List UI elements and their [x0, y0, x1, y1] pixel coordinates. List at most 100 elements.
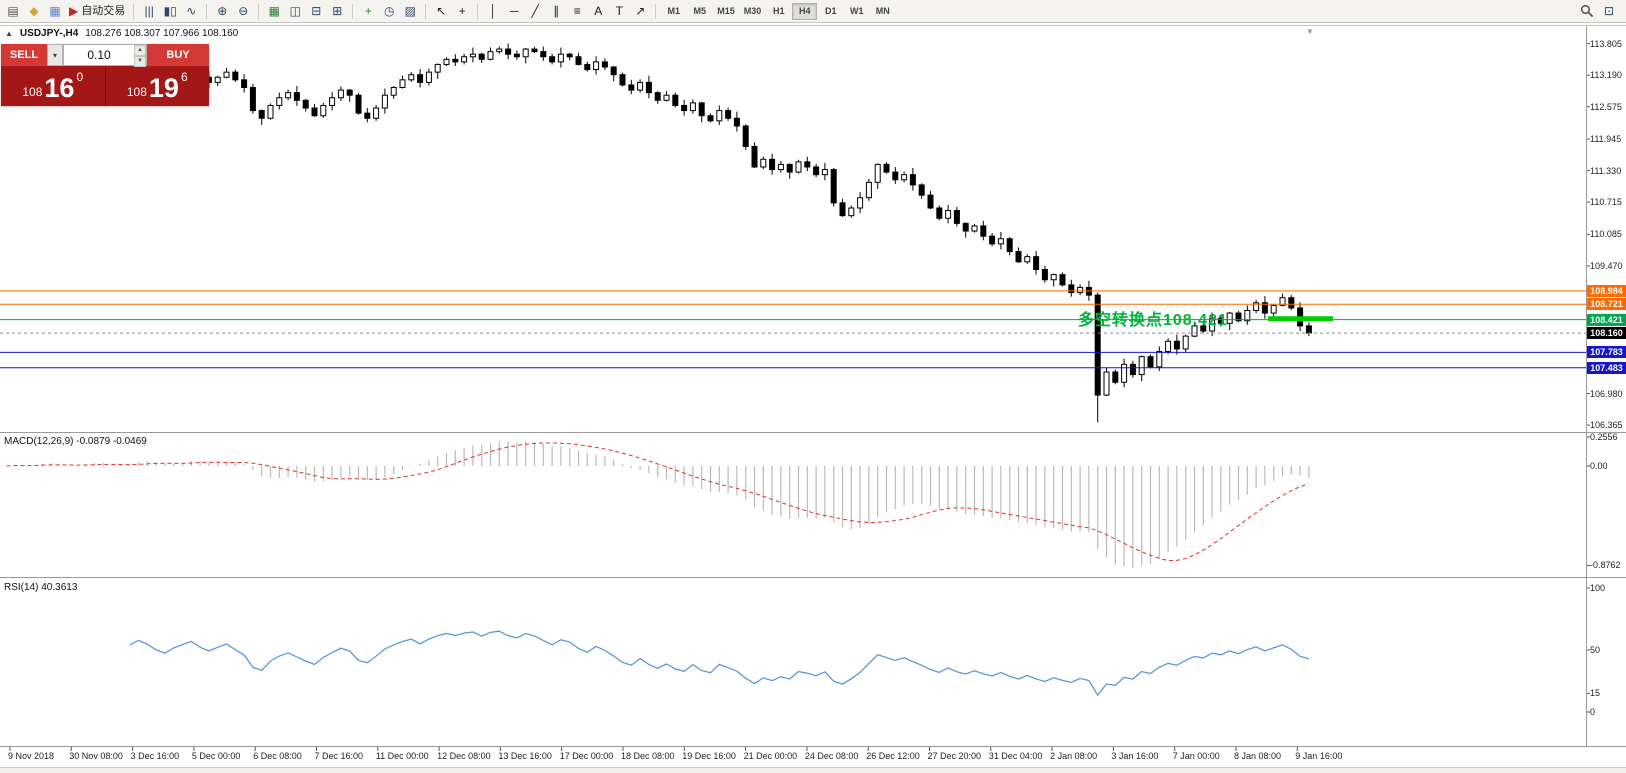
macd-scale-label: 0.2556: [1590, 431, 1618, 442]
time-axis-label: 13 Dec 16:00: [498, 751, 552, 761]
time-axis-label: 9 Nov 2018: [8, 751, 55, 761]
fibonacci-icon[interactable]: ≡: [567, 2, 587, 21]
current-price-badge: 108.160: [1587, 327, 1626, 340]
periods-icon[interactable]: ◷: [379, 2, 399, 21]
bid-price-display[interactable]: 108 16 0: [1, 66, 106, 106]
new-order-icon: ◆: [29, 4, 39, 18]
one-click-trade-panel: SELL ▾ ▲ ▼ BUY 108 16 0 108 19 6: [1, 44, 209, 106]
market-watch-icon[interactable]: ▦: [45, 2, 65, 21]
tile-vertical-icon[interactable]: ⊞: [327, 2, 347, 21]
channel-icon: ∥: [553, 4, 560, 18]
volume-input[interactable]: [64, 45, 146, 65]
data-window-icon: ⊡: [1603, 4, 1615, 18]
chart-shift-marker[interactable]: ▼: [1306, 27, 1314, 36]
one-click-collapse-icon[interactable]: ▲: [5, 29, 13, 38]
price-axis-label: 110.085: [1590, 229, 1622, 240]
text-tool-icon[interactable]: A: [588, 2, 608, 21]
price-axis-label: 111.330: [1590, 165, 1622, 176]
time-axis-label: 19 Dec 16:00: [682, 751, 736, 761]
candlestick-chart-icon[interactable]: ▮▯: [160, 2, 180, 21]
rsi-name: RSI(14): [4, 582, 39, 593]
timeframe-m15-button[interactable]: M15: [717, 6, 735, 16]
app-menu-icon: ▤: [7, 4, 19, 18]
pivot-level-badge: 108.421: [1587, 313, 1626, 326]
search-icon[interactable]: [1577, 2, 1597, 21]
auto-trading-button-label: 自动交易: [81, 4, 126, 17]
resistance-level-lower-badge: 108.721: [1587, 298, 1626, 311]
add-indicator-icon[interactable]: +: [358, 2, 378, 21]
horizontal-line-icon[interactable]: ─: [504, 2, 524, 21]
channel-icon[interactable]: ∥: [546, 2, 566, 21]
buy-button[interactable]: BUY: [147, 44, 209, 66]
line-chart-icon[interactable]: ∿: [181, 2, 201, 21]
timeframe-m30-button[interactable]: M30: [743, 6, 762, 16]
tile-horizontal-icon[interactable]: ⊟: [306, 2, 326, 21]
vertical-line-icon[interactable]: │: [483, 2, 503, 21]
zoom-in-icon[interactable]: ⊕: [212, 2, 232, 21]
macd-panel-separator[interactable]: [0, 432, 1626, 433]
rsi-panel-separator[interactable]: [0, 577, 1626, 578]
time-axis-label: 12 Dec 08:00: [437, 751, 491, 761]
chart-ohlc-label: ▲ USDJPY-,H4 108.276 108.307 107.966 108…: [5, 28, 238, 39]
time-axis-label: 30 Nov 08:00: [69, 751, 123, 761]
cascade-windows-icon[interactable]: ◫: [285, 2, 305, 21]
bar-chart-icon[interactable]: |||: [139, 2, 159, 21]
fibonacci-icon: ≡: [573, 4, 581, 18]
ask-price-display[interactable]: 108 19 6: [105, 66, 209, 106]
arrows-tool-icon[interactable]: ↗: [630, 2, 650, 21]
ask-pipette: 6: [180, 70, 188, 84]
volume-decrease-icon[interactable]: ▼: [134, 56, 146, 67]
volume-spinner: ▲ ▼: [134, 45, 146, 67]
templates-icon[interactable]: ▨: [400, 2, 420, 21]
crosshair-icon[interactable]: +: [452, 2, 472, 21]
ask-big-figure: 108: [126, 85, 147, 99]
price-axis-label: 113.190: [1590, 70, 1622, 81]
zoom-out-icon: ⊖: [238, 4, 249, 18]
volume-increase-icon[interactable]: ▲: [134, 45, 146, 56]
price-axis-label: 110.715: [1590, 197, 1622, 208]
time-axis-label: 7 Dec 16:00: [314, 751, 364, 761]
toolbar-separator: [477, 3, 479, 19]
time-axis-label: 11 Dec 00:00: [375, 751, 429, 761]
timeframe-mn-button[interactable]: MN: [875, 6, 890, 16]
timeframe-h1-button[interactable]: H1: [773, 6, 785, 16]
timeframe-d1-button[interactable]: D1: [825, 6, 837, 16]
time-axis-label: 18 Dec 08:00: [621, 751, 675, 761]
toolbar-separator: [655, 3, 657, 19]
app-menu-icon[interactable]: ▤: [3, 2, 23, 21]
price-axis-border: [1586, 26, 1587, 747]
tile-windows-icon[interactable]: ▦: [264, 2, 284, 21]
vertical-line-icon: │: [489, 4, 497, 18]
timeframe-h4-button[interactable]: H4: [792, 2, 818, 20]
new-order-icon[interactable]: ◆: [24, 2, 44, 21]
templates-icon: ▨: [404, 4, 416, 18]
macd-values: -0.0879 -0.0469: [76, 436, 147, 447]
auto-trading-button: ▶: [69, 4, 79, 18]
macd-scale-label: 0.00: [1590, 461, 1608, 471]
timeframe-m5-button[interactable]: M5: [693, 6, 706, 16]
data-window-icon[interactable]: ⊡: [1599, 2, 1619, 21]
search-icon: [1581, 5, 1594, 18]
sell-button[interactable]: SELL: [1, 44, 47, 66]
trendline-icon[interactable]: ╱: [525, 2, 545, 21]
timeframe-m1-button[interactable]: M1: [667, 6, 680, 16]
volume-dropdown-icon[interactable]: ▾: [47, 44, 63, 66]
label-tool-icon[interactable]: T: [609, 2, 629, 21]
rsi-scale-label: 50: [1590, 645, 1601, 655]
volume-field: ▲ ▼: [63, 44, 147, 67]
pivot-annotation-text[interactable]: 多空转换点108.421: [1078, 312, 1228, 329]
arrows-tool-icon: ↗: [635, 4, 646, 18]
cursor-icon[interactable]: ↖: [431, 2, 451, 21]
time-axis-label: 2 Jan 08:00: [1050, 751, 1098, 761]
time-axis-label: 17 Dec 00:00: [559, 751, 614, 761]
time-axis-label: 5 Dec 00:00: [191, 751, 241, 761]
symbol-period-label: USDJPY-,H4: [19, 28, 79, 39]
zoom-out-icon[interactable]: ⊖: [233, 2, 253, 21]
window-bottom-edge: [0, 767, 1626, 773]
macd-name: MACD(12,26,9): [4, 436, 74, 447]
timeframe-w1-button[interactable]: W1: [850, 6, 864, 16]
tile-windows-icon: ▦: [268, 4, 280, 18]
market-watch-icon: ▦: [49, 4, 61, 18]
auto-trading-button[interactable]: ▶ 自动交易: [66, 2, 128, 21]
